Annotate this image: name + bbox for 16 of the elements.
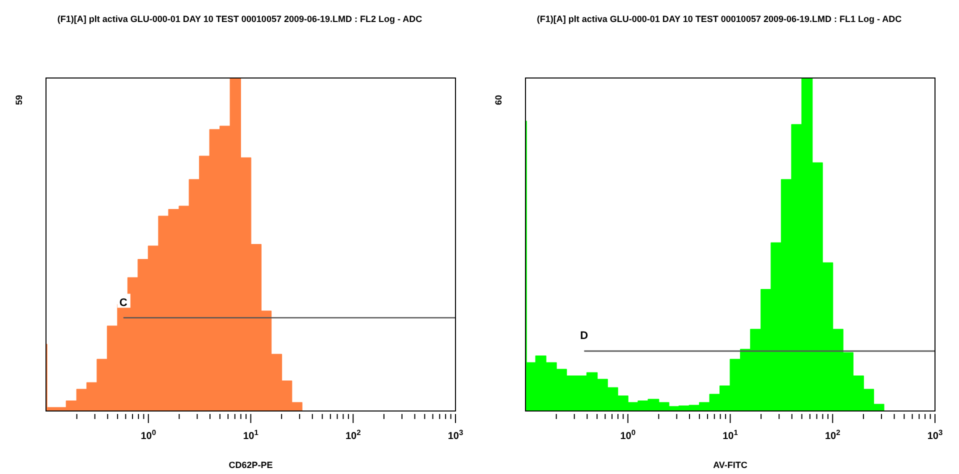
- x-tick-label: 10$^{2}$: [824, 428, 840, 442]
- x-tick-label: 10$^{1}$: [722, 428, 738, 442]
- x-axis-title: CD62P-PE: [228, 460, 273, 470]
- x-tick-label: 10$^{0}$: [140, 428, 156, 442]
- x-tick-label: 10$^{0}$: [620, 428, 636, 442]
- x-tick-label: 10$^{3}$: [927, 428, 943, 442]
- chart-title: (F1)[A] plt activa GLU-000-01 DAY 10 TEST 00010057 2009-06-19.LMD : FL1 Log - ADC: [536, 14, 902, 24]
- x-tick-label: 10$^{1}$: [243, 428, 258, 442]
- series-label: D: [580, 330, 588, 342]
- chart-title: (F1)[A] plt activa GLU-000-01 DAY 10 TEST 00010057 2009-06-19.LMD : FL2 Log - ADC: [57, 14, 423, 24]
- x-axis-title: AV-FITC: [713, 460, 748, 470]
- series-label: C: [119, 296, 128, 309]
- y-axis-title: 59: [14, 94, 24, 106]
- x-tick-label: 10$^{2}$: [345, 428, 361, 442]
- y-axis-title: 60: [494, 94, 504, 106]
- x-tick-label: 10$^{3}$: [448, 428, 464, 442]
